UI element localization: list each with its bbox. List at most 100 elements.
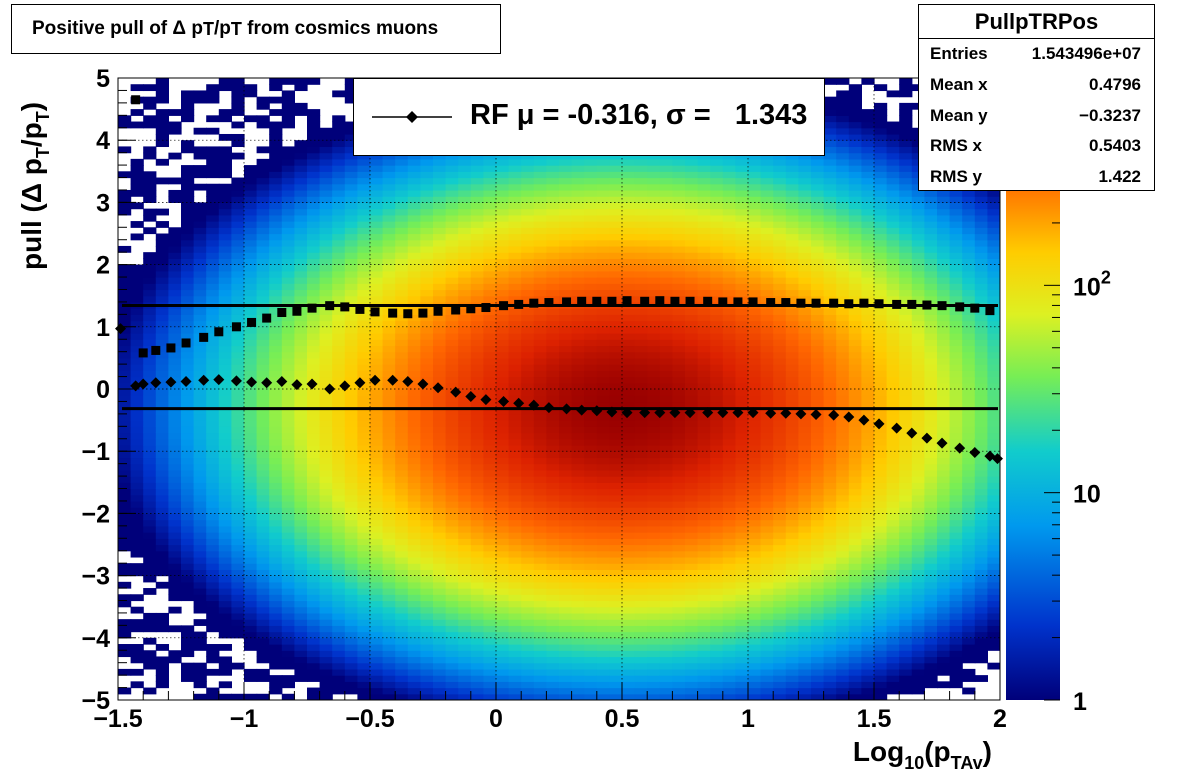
heatmap-cell bbox=[118, 426, 132, 434]
heatmap-cell bbox=[571, 189, 585, 197]
heatmap-cell bbox=[244, 177, 258, 185]
heatmap-cell bbox=[659, 177, 673, 185]
heatmap-cell bbox=[647, 457, 661, 465]
heatmap-cell bbox=[155, 675, 169, 682]
heatmap-cell bbox=[647, 612, 661, 620]
heatmap-cell bbox=[218, 463, 232, 471]
heatmap-cell bbox=[370, 357, 384, 365]
heatmap-cell bbox=[722, 345, 736, 353]
heatmap-cell bbox=[458, 221, 472, 228]
heatmap-cell bbox=[433, 152, 447, 160]
heatmap-cell bbox=[748, 525, 762, 533]
heatmap-cell bbox=[281, 432, 295, 440]
heatmap-cell bbox=[193, 588, 207, 595]
heatmap-cell bbox=[634, 258, 648, 266]
heatmap-cell bbox=[130, 165, 144, 172]
heatmap-cell bbox=[269, 507, 283, 514]
heatmap-cell bbox=[584, 469, 598, 477]
heatmap-cell bbox=[609, 675, 623, 682]
heatmap-cell bbox=[281, 606, 295, 614]
heatmap-cell bbox=[395, 538, 409, 546]
heatmap-cell bbox=[420, 444, 434, 452]
heatmap-cell bbox=[382, 239, 396, 247]
heatmap-cell bbox=[445, 357, 459, 365]
heatmap-cell bbox=[407, 270, 421, 278]
heatmap-cell bbox=[281, 196, 295, 203]
heatmap-cell bbox=[181, 426, 195, 434]
heatmap-cell bbox=[256, 637, 270, 645]
heatmap-cell bbox=[344, 258, 358, 266]
heatmap-cell bbox=[634, 556, 648, 564]
heatmap-cell bbox=[722, 432, 736, 440]
heatmap-cell bbox=[445, 314, 459, 322]
heatmap-cell bbox=[244, 494, 258, 502]
heatmap-cell bbox=[206, 594, 220, 602]
heatmap-cell bbox=[533, 631, 547, 639]
heatmap-cell bbox=[344, 631, 358, 639]
heatmap-cell bbox=[722, 376, 736, 384]
heatmap-cell bbox=[344, 407, 358, 415]
heatmap-cell bbox=[407, 171, 421, 179]
heatmap-cell bbox=[143, 196, 157, 203]
heatmap-cell bbox=[231, 370, 245, 378]
heatmap-cell bbox=[168, 407, 182, 415]
heatmap-cell bbox=[533, 252, 547, 259]
heatmap-cell bbox=[735, 519, 749, 527]
heatmap-cell bbox=[496, 532, 510, 539]
heatmap-cell bbox=[445, 457, 459, 465]
heatmap-cell bbox=[634, 426, 648, 434]
heatmap-cell bbox=[559, 214, 573, 222]
heatmap-cell bbox=[130, 109, 144, 116]
heatmap-cell bbox=[118, 382, 132, 390]
heatmap-cell bbox=[307, 127, 321, 135]
heatmap-cell bbox=[206, 482, 220, 490]
heatmap-cell bbox=[760, 463, 774, 471]
heatmap-cell bbox=[685, 687, 699, 695]
heatmap-cell bbox=[722, 687, 736, 695]
heatmap-cell bbox=[382, 556, 396, 564]
heatmap-cell bbox=[118, 308, 132, 315]
heatmap-cell bbox=[332, 687, 346, 695]
heatmap-cell bbox=[143, 457, 157, 465]
heatmap-cell bbox=[496, 675, 510, 682]
heatmap-cell bbox=[672, 550, 686, 558]
heatmap-cell bbox=[685, 326, 699, 334]
heatmap-cell bbox=[344, 364, 358, 371]
heatmap-cell bbox=[407, 357, 421, 365]
heatmap-cell bbox=[748, 252, 762, 259]
heatmap-cell bbox=[596, 357, 610, 365]
heatmap-cell bbox=[118, 357, 132, 365]
heatmap-cell bbox=[710, 270, 724, 278]
heatmap-cell bbox=[281, 202, 295, 210]
heatmap-cell bbox=[281, 376, 295, 384]
heatmap-cell bbox=[294, 233, 308, 241]
heatmap-cell bbox=[395, 482, 409, 490]
heatmap-cell bbox=[118, 668, 132, 676]
heatmap-cell bbox=[496, 245, 510, 253]
heatmap-cell bbox=[181, 507, 195, 514]
heatmap-cell bbox=[584, 687, 598, 695]
heatmap-cell bbox=[269, 84, 283, 92]
heatmap-cell bbox=[319, 308, 333, 315]
heatmap-cell bbox=[773, 488, 787, 496]
heatmap-cell bbox=[294, 102, 308, 110]
heatmap-cell bbox=[748, 457, 762, 465]
heatmap-cell bbox=[357, 594, 371, 602]
heatmap-cell bbox=[181, 413, 195, 421]
heatmap-cell bbox=[672, 444, 686, 452]
heatmap-cell bbox=[470, 189, 484, 197]
heatmap-cell bbox=[256, 656, 270, 664]
heatmap-cell bbox=[420, 507, 434, 514]
heatmap-cell bbox=[483, 476, 497, 483]
heatmap-cell bbox=[143, 177, 157, 185]
heatmap-cell bbox=[407, 401, 421, 409]
heatmap-cell bbox=[609, 519, 623, 527]
heatmap-cell bbox=[760, 221, 774, 228]
heatmap-cell bbox=[609, 532, 623, 539]
heatmap-cell bbox=[395, 650, 409, 658]
heatmap-cell bbox=[596, 600, 610, 608]
heatmap-cell bbox=[181, 252, 195, 259]
heatmap-cell bbox=[370, 202, 384, 210]
heatmap-cell bbox=[496, 183, 510, 191]
heatmap-cell bbox=[458, 482, 472, 490]
